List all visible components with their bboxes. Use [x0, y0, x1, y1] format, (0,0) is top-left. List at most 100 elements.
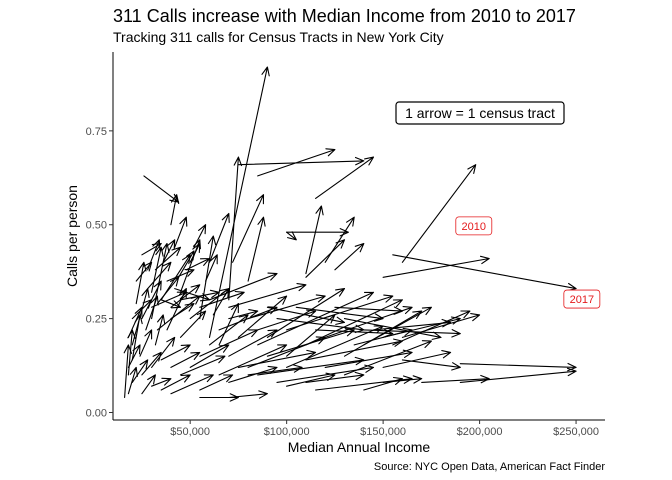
y-tick-label-1: 0.25 [86, 314, 107, 326]
arrow-census-tract [193, 224, 207, 248]
arrow-census-tract [266, 306, 346, 325]
arrow-census-tract [151, 246, 164, 293]
arrow-census-tract [459, 367, 577, 383]
arrow-census-tract [179, 289, 220, 301]
arrow-census-tract [151, 336, 176, 368]
arrow-census-tract [141, 374, 156, 395]
arrow-census-tract [286, 231, 297, 241]
arrow-census-tract [170, 194, 180, 226]
arrow-census-tract [160, 374, 191, 391]
arrow-census-tract [174, 216, 188, 248]
arrow-census-tract [147, 239, 161, 271]
arrow-census-tract [232, 194, 265, 263]
arrow-census-tract [199, 374, 234, 391]
arrow-census-tract [218, 344, 288, 376]
arrow-census-tract [170, 284, 201, 308]
arrow-census-tract [178, 250, 195, 278]
arrow-census-tract [257, 291, 375, 346]
arrow-census-tract [382, 350, 452, 368]
arrow-census-tract [237, 156, 365, 166]
arrow-census-tract [205, 254, 218, 282]
arrow-census-tract [401, 359, 461, 371]
axes [112, 52, 605, 421]
arrow-census-tract [353, 327, 413, 346]
arrow-census-tract [315, 156, 375, 199]
arrow-census-tract [401, 164, 477, 263]
year-label-frame [563, 289, 601, 309]
arrow-census-tract [127, 366, 138, 395]
year-label-text: 2017 [570, 294, 594, 306]
arrow-census-tract [139, 329, 153, 357]
y-axis-label: Calls per person [64, 185, 80, 287]
arrow-census-tract [160, 299, 182, 309]
arrow-census-tract [324, 216, 355, 263]
year-label-2017: 2017 [563, 289, 601, 309]
ticks: $50,000 $100,000 $150,000 $200,000 $250,000 0… [86, 126, 599, 438]
chart-subtitle: Tracking 311 calls for Census Tracts in … [113, 29, 444, 45]
arrow-census-tract [228, 390, 268, 399]
x-tick-label-0: $50,000 [170, 426, 210, 438]
arrow-census-tract [131, 359, 149, 383]
arrow-census-tract [228, 329, 278, 357]
arrow-census-tract [141, 351, 162, 376]
arrow-census-tract [392, 254, 577, 292]
arrow-census-tract [295, 306, 384, 322]
arrow-census-tract [218, 303, 239, 346]
arrow-census-tract [324, 306, 413, 338]
arrow-census-tract [237, 295, 288, 338]
arrow-census-tract [266, 328, 355, 357]
arrow-census-tract [334, 242, 365, 271]
arrow-census-tract [382, 255, 490, 278]
arrow-census-tract [170, 303, 195, 320]
arrow-census-tract [208, 314, 249, 346]
arrow-census-tract [131, 314, 143, 361]
arrow-census-tract [156, 276, 180, 305]
arrows [123, 66, 577, 402]
arrow-census-tract [127, 344, 141, 368]
year-label-text: 2010 [462, 221, 486, 233]
arrow-census-tract [343, 318, 442, 340]
arrow-census-tract [218, 306, 278, 331]
y-tick-label-3: 0.75 [86, 126, 107, 138]
arrow-census-tract [247, 294, 326, 320]
legend-note-box: 1 arrow = 1 census tract [395, 101, 565, 125]
year-annotations: 2010 2017 [455, 216, 601, 309]
arrow-census-tract [266, 288, 346, 338]
y-tick-label-0: 0.00 [86, 407, 107, 419]
arrow-census-tract [170, 351, 201, 368]
arrow-census-tract [324, 349, 413, 368]
x-axis-label: Median Annual Income [288, 439, 431, 455]
arrow-census-tract [228, 283, 307, 308]
arrow-census-tract [147, 261, 172, 290]
arrow-census-tract [212, 288, 230, 316]
x-tick-label-3: $200,000 [457, 426, 503, 438]
arrow-census-tract [247, 364, 303, 376]
arrow-census-tract [305, 205, 324, 275]
arrow-census-tract [162, 239, 176, 263]
arrow-census-tract [237, 349, 317, 368]
x-tick-label-4: $250,000 [553, 426, 599, 438]
x-tick-label-1: $100,000 [264, 426, 310, 438]
arrow-census-tract [305, 371, 365, 383]
arrow-census-tract [334, 306, 403, 315]
arrow-census-tract [392, 310, 471, 346]
arrow-census-tract [372, 318, 452, 331]
arrow-census-tract [141, 242, 162, 256]
arrow-census-tract [286, 228, 349, 237]
arrow-census-tract [170, 374, 214, 395]
arrow-census-tract [228, 309, 259, 320]
arrow-census-tract [154, 314, 166, 346]
arrow-census-tract [135, 261, 147, 305]
arrow-census-tract [185, 257, 211, 271]
arrow-census-tract [154, 246, 182, 271]
arrow-census-tract [189, 344, 230, 368]
arrow-census-tract [145, 295, 159, 331]
year-label-frame [455, 216, 493, 236]
arrow-census-tract [257, 356, 365, 376]
arrow-census-tract [247, 216, 266, 282]
arrow-census-tract [305, 239, 346, 278]
arrow-census-tract [401, 313, 481, 338]
arrow-census-tract [459, 362, 577, 372]
x-tick-label-2: $150,000 [360, 426, 406, 438]
